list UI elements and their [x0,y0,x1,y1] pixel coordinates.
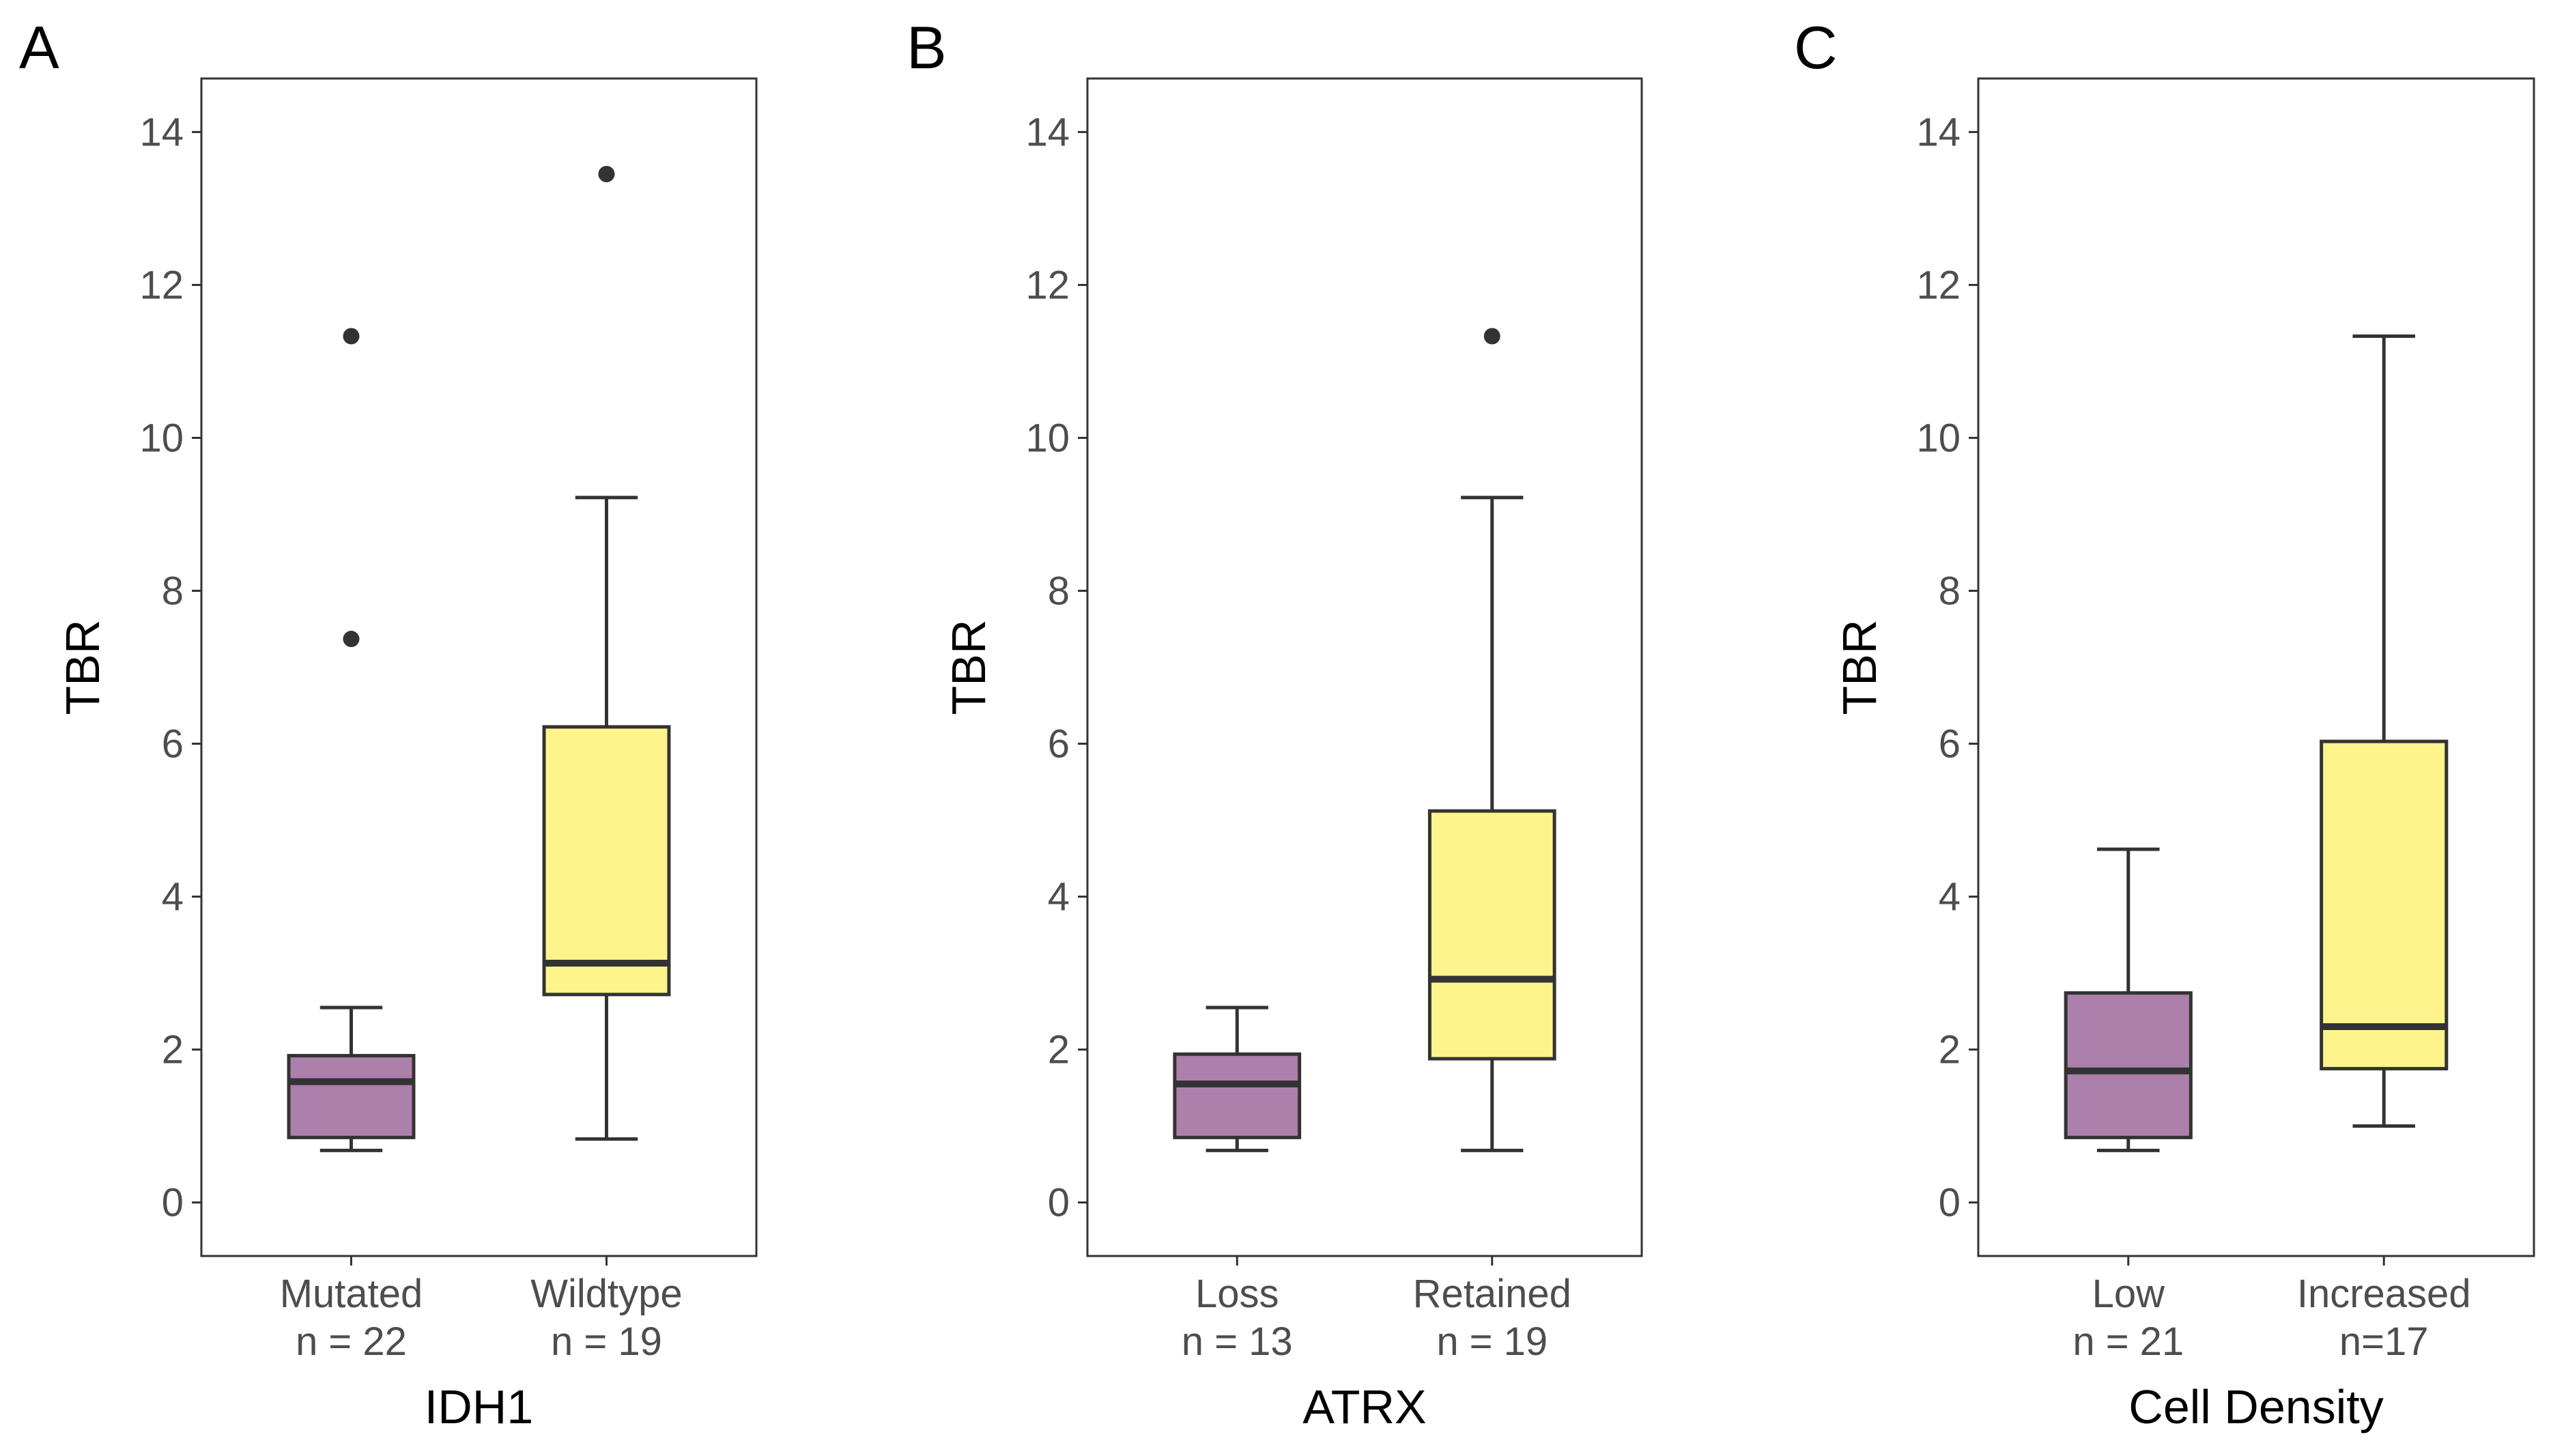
y-tick-label: 14 [139,110,184,154]
y-tick-label: 6 [1939,722,1961,767]
x-tick-n-label: n = 21 [2072,1319,2184,1364]
y-tick-label: 12 [1025,263,1070,307]
x-tick-label: Retained [1413,1272,1571,1316]
y-tick-label: 14 [1025,110,1070,154]
outlier-point [343,631,360,648]
iqr-box [287,1054,416,1139]
panel-letter: A [19,14,59,81]
y-tick-label: 8 [1939,569,1961,613]
plot-frame [1086,77,1643,1257]
panel-letter: C [1794,14,1838,81]
x-axis-title: ATRX [1302,1380,1427,1433]
y-tick-label: 12 [1916,263,1961,307]
x-axis-title: IDH1 [425,1380,533,1433]
x-tick-n-label: n = 19 [1436,1319,1548,1364]
y-tick-label: 10 [139,416,184,460]
x-tick-label: Loss [1195,1272,1279,1316]
iqr-box [2064,991,2193,1139]
iqr-box [1173,1052,1302,1139]
outlier-point [598,166,615,183]
y-tick-label: 4 [1939,875,1961,919]
outlier-point [343,328,360,345]
y-tick-label: 12 [139,263,184,307]
x-tick-label: Wildtype [530,1272,682,1316]
y-tick-label: 4 [162,875,184,919]
x-tick-label: Low [2092,1272,2166,1316]
x-tick-n-label: n = 13 [1182,1319,1293,1364]
y-tick-label: 14 [1916,110,1961,154]
x-tick-label: Increased [2297,1272,2471,1316]
y-tick-label: 2 [1939,1028,1961,1072]
y-axis-title: TBR [942,620,995,715]
panel-letter: B [907,14,947,81]
plot-frame [1977,77,2535,1257]
x-tick-n-label: n = 19 [551,1319,662,1364]
y-tick-label: 6 [1048,722,1070,767]
y-tick-label: 8 [162,569,184,613]
y-tick-label: 2 [162,1028,184,1072]
y-tick-label: 6 [162,722,184,767]
iqr-box [2320,739,2449,1071]
y-axis-title: TBR [1833,620,1886,715]
iqr-box [542,725,671,997]
y-tick-label: 10 [1916,416,1961,460]
y-tick-label: 8 [1048,569,1070,613]
y-tick-label: 10 [1025,416,1070,460]
plot-frame [200,77,758,1257]
y-axis-title: TBR [56,620,109,715]
x-tick-label: Mutated [280,1272,423,1316]
x-tick-n-label: n=17 [2339,1319,2429,1364]
y-tick-label: 0 [162,1181,184,1225]
outlier-point [1483,328,1500,345]
y-tick-label: 0 [1048,1181,1070,1225]
x-tick-n-label: n = 22 [296,1319,407,1364]
y-tick-label: 2 [1048,1028,1070,1072]
y-tick-label: 4 [1048,875,1070,919]
y-tick-label: 0 [1939,1181,1961,1225]
iqr-box [1427,809,1556,1061]
x-axis-title: Cell Density [2128,1380,2383,1433]
